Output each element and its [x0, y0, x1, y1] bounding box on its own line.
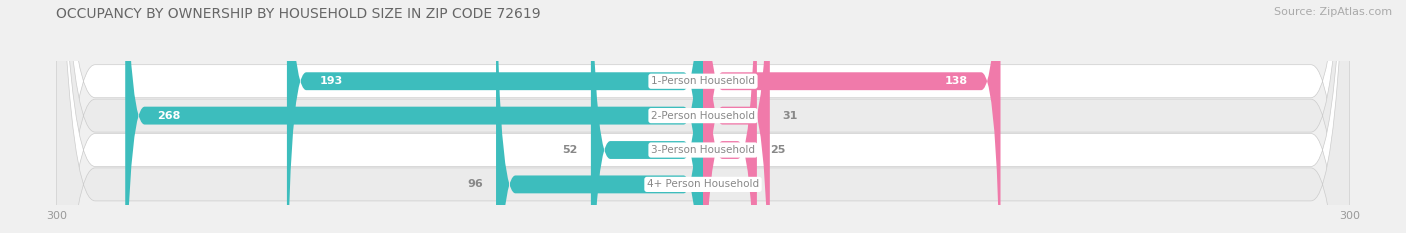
Text: 1-Person Household: 1-Person Household — [651, 76, 755, 86]
Text: 138: 138 — [945, 76, 969, 86]
FancyBboxPatch shape — [703, 0, 756, 233]
Text: 0: 0 — [716, 179, 724, 189]
FancyBboxPatch shape — [703, 0, 770, 233]
Text: 96: 96 — [467, 179, 484, 189]
FancyBboxPatch shape — [56, 0, 1350, 233]
Text: 268: 268 — [157, 111, 181, 121]
Text: 52: 52 — [562, 145, 578, 155]
Text: 3-Person Household: 3-Person Household — [651, 145, 755, 155]
Text: OCCUPANCY BY OWNERSHIP BY HOUSEHOLD SIZE IN ZIP CODE 72619: OCCUPANCY BY OWNERSHIP BY HOUSEHOLD SIZE… — [56, 7, 541, 21]
FancyBboxPatch shape — [287, 0, 703, 233]
FancyBboxPatch shape — [591, 0, 703, 233]
Text: Source: ZipAtlas.com: Source: ZipAtlas.com — [1274, 7, 1392, 17]
Text: 2-Person Household: 2-Person Household — [651, 111, 755, 121]
Text: 4+ Person Household: 4+ Person Household — [647, 179, 759, 189]
FancyBboxPatch shape — [56, 0, 1350, 233]
Text: 31: 31 — [783, 111, 799, 121]
FancyBboxPatch shape — [703, 0, 1001, 233]
FancyBboxPatch shape — [56, 0, 1350, 233]
FancyBboxPatch shape — [125, 0, 703, 233]
Text: 25: 25 — [770, 145, 785, 155]
Text: 193: 193 — [319, 76, 343, 86]
FancyBboxPatch shape — [496, 0, 703, 233]
FancyBboxPatch shape — [56, 0, 1350, 233]
